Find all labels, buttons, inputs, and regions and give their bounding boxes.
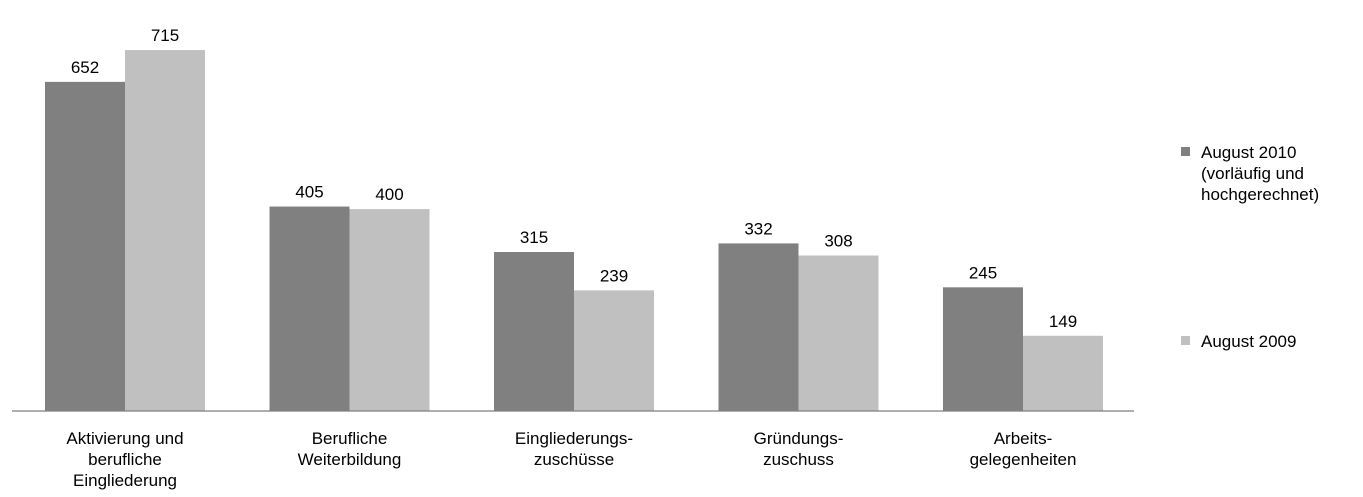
category-label: Berufliche Weiterbildung: [298, 429, 402, 469]
category-label: Eingliederungs-zuschüsse: [515, 429, 633, 469]
legend-label-line: August 2010: [1201, 143, 1296, 162]
category-label-line: gelegenheiten: [970, 450, 1077, 469]
bar-3-series-1: [798, 255, 879, 411]
category-label: Arbeits-gelegenheiten: [970, 429, 1077, 469]
bar-value-label: 400: [375, 185, 403, 204]
legend-label-line: hochgerechnet): [1201, 185, 1319, 204]
category-label-line: Weiterbildung: [298, 450, 402, 469]
bar-4-series-0: [943, 287, 1023, 411]
bar-value-label: 652: [71, 58, 99, 77]
category-label-line: Eingliederung: [73, 471, 177, 490]
bar-value-label: 239: [600, 266, 628, 285]
category-label-line: zuschüsse: [534, 450, 614, 469]
value-labels-group: 652 715 405 400 315 239 332 308 245 149: [71, 26, 1077, 331]
bar-2-series-1: [574, 290, 654, 411]
bar-value-label: 308: [824, 232, 852, 251]
bar-value-label: 332: [744, 219, 772, 238]
bar-0-series-1: [125, 50, 205, 412]
bar-1-series-1: [349, 209, 430, 411]
bar-value-label: 405: [295, 183, 323, 202]
legend-label: August 2009: [1201, 332, 1296, 351]
category-label: Gründungs-zuschuss: [754, 429, 844, 469]
category-label-line: Eingliederungs-: [515, 429, 633, 448]
legend-label: August 2010 (vorläufig und hochgerechnet): [1201, 143, 1319, 204]
category-label: Aktivierung und berufliche Eingliederung: [66, 429, 183, 490]
bars-group: [45, 50, 1103, 412]
legend-swatch: [1181, 336, 1190, 345]
category-label-line: zuschuss: [763, 450, 834, 469]
bar-1-series-0: [269, 206, 350, 411]
category-labels-group: Aktivierung und berufliche Eingliederung Be…: [66, 429, 1076, 490]
bar-4-series-1: [1023, 335, 1103, 411]
category-label-line: Aktivierung und: [66, 429, 183, 448]
bar-value-label: 315: [520, 228, 548, 247]
bar-3-series-0: [718, 243, 799, 411]
category-label-line: Berufliche: [312, 429, 388, 448]
legend-swatch: [1181, 147, 1190, 156]
bar-value-label: 149: [1049, 312, 1077, 331]
bar-value-label: 715: [151, 26, 179, 45]
bar-2-series-0: [494, 251, 574, 411]
category-label-line: Gründungs-: [754, 429, 844, 448]
category-label-line: Arbeits-: [994, 429, 1053, 448]
category-label-line: berufliche: [88, 450, 162, 469]
bar-0-series-0: [45, 81, 125, 412]
legend: August 2010 (vorläufig und hochgerechnet)A…: [1181, 143, 1319, 351]
bar-value-label: 245: [969, 263, 997, 282]
legend-label-line: August 2009: [1201, 332, 1296, 351]
legend-label-line: (vorläufig und: [1201, 164, 1304, 183]
